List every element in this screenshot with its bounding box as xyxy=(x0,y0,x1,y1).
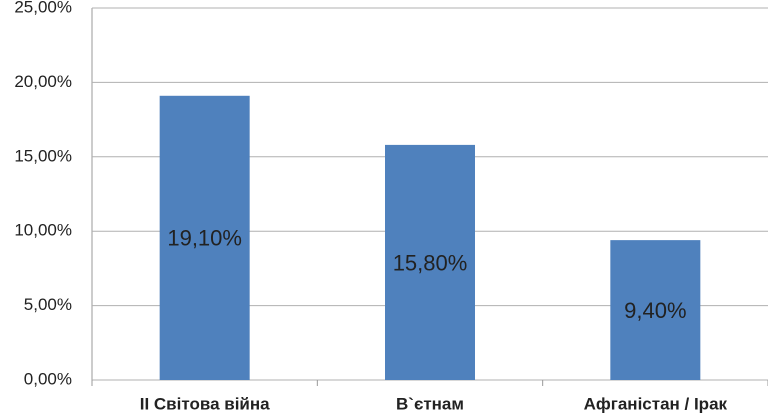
y-tick-label: 15,00% xyxy=(14,146,72,165)
bar xyxy=(610,240,701,380)
bar xyxy=(385,144,475,380)
y-tick-label: 5,00% xyxy=(24,295,72,314)
value-label: 19,10% xyxy=(167,226,242,251)
y-tick-label: 10,00% xyxy=(14,221,72,240)
value-label: 15,80% xyxy=(393,250,468,275)
y-tick-label: 0,00% xyxy=(24,369,72,388)
x-tick-label: Афганістан / Ірак xyxy=(584,394,728,413)
x-tick-label: В`єтнам xyxy=(396,394,464,413)
bar xyxy=(159,95,250,381)
y-tick-label: 25,00% xyxy=(14,0,72,16)
y-tick-label: 20,00% xyxy=(14,72,72,91)
x-tick-label: II Світова війна xyxy=(140,394,270,413)
value-label: 9,40% xyxy=(624,298,686,323)
